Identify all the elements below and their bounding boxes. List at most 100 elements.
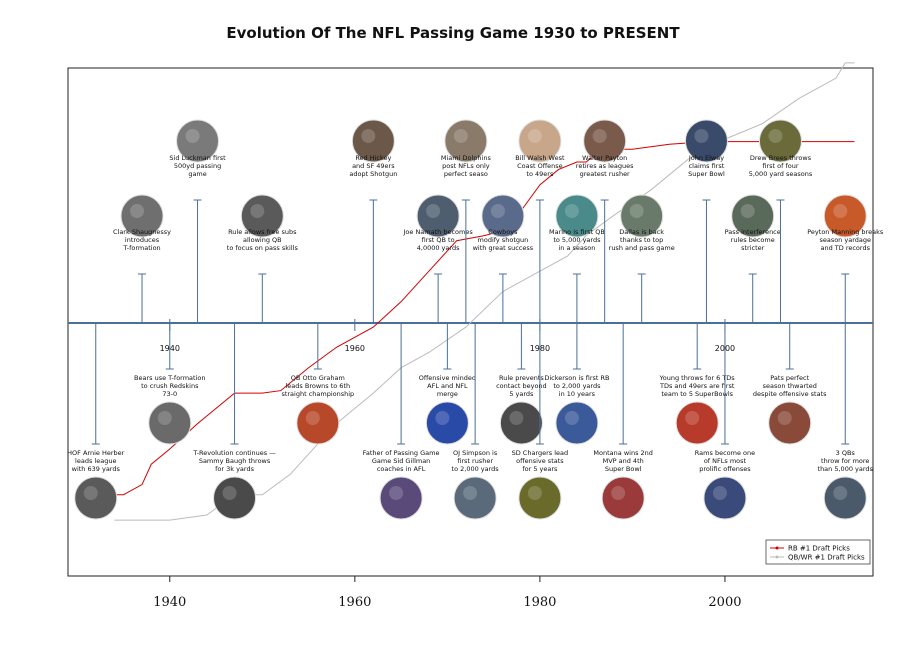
event-photo [583,119,627,163]
event-label: 5 yards [509,390,534,398]
event-label: Rule prevents [499,374,544,382]
event-photo [351,119,395,163]
event-label: SD Chargers lead [512,449,569,457]
event-label: Father of Passing Game [363,449,440,457]
legend-marker [775,555,779,559]
event-label: perfect seaso [444,170,488,178]
event-label: Joe Namath becomes [402,228,473,236]
event-label: Pats perfect [770,374,809,382]
event-label: for 5 years [522,465,558,473]
event-photo-highlight [629,204,644,218]
event-label: Bill Walsh West [515,154,565,162]
event-label: Pass interference [725,228,781,236]
event-label: adopt Shotgun [349,170,397,178]
event-label: offensive stats [516,457,564,465]
event-label: AFL and NFL [427,382,468,390]
legend-label: RB #1 Draft Picks [788,545,850,553]
event-label: to 5,000 yards [553,236,601,244]
event-label: season thwarted [763,382,817,390]
event-photo-highlight [564,204,579,218]
event-photo-highlight [768,129,783,143]
event-label: with 639 yards [72,465,121,473]
event-photo [213,476,257,520]
event-label: contact beyond [496,382,547,390]
event-photo-highlight [777,411,792,425]
event-label: Drew Brees throws [750,154,812,162]
legend-label: QB/WR #1 Draft Picks [788,554,865,562]
event-photo [481,194,525,238]
event-photo-highlight [222,486,237,500]
event-label: despite offensive stats [753,390,827,398]
event-photo-highlight [611,486,626,500]
event-photo-highlight [305,411,320,425]
event-label: Red Hickey [355,154,391,162]
event-label: with great success [473,244,534,252]
event-label: game [188,170,206,178]
event-photo [823,476,867,520]
event-label: T-formation [122,244,160,252]
event-label: for 3k yards [215,465,254,473]
event-photo-highlight [435,411,450,425]
event-photo-highlight [389,486,404,500]
event-label: John Elway [688,154,724,162]
event-photo [703,476,747,520]
event-label: and TD records [820,244,870,252]
event-label: Sammy Baugh throws [199,457,271,465]
event-label: Marino is first QB [549,228,605,236]
event-label: team to 5 SuperBowls [661,390,733,398]
event-label: post NFLs only [442,162,490,170]
event-photo-highlight [712,486,727,500]
event-photo-highlight [426,204,441,218]
event-label: Dickerson is first RB [544,374,609,382]
event-label: claims first [689,162,725,170]
event-label: to 2,000 yards [452,465,500,473]
event-label: OJ Simpson is [453,449,498,457]
timeline-tick-label: 1960 [345,344,365,353]
event-label: Walter Payton [582,154,627,162]
event-label: to 2,000 yards [553,382,601,390]
event-photo [758,119,802,163]
event-label: to crush Redskins [141,382,199,390]
legend-box [765,539,871,565]
event-photo [240,194,284,238]
event-label: than 5,000 yards [818,465,874,473]
event-label: thanks to top [620,236,663,244]
event-label: Rams become one [695,449,755,457]
event-photo-highlight [592,129,607,143]
event-label: Coast Offense [517,162,563,170]
event-label: in 10 years [559,390,596,398]
event-photo [453,476,497,520]
event-label: introduces [125,236,160,244]
event-label: Rule allows free subs [228,228,297,236]
x-axis-tick-label: 1940 [153,595,186,610]
event-photo [416,194,460,238]
event-label: rush and pass game [609,244,675,252]
event-label: throw for more [821,457,869,465]
event-photo [731,194,775,238]
event-label: first rusher [457,457,493,465]
event-label: Super Bowl [605,465,642,473]
event-label: TDs and 49ers are first [659,382,735,390]
event-photo [425,401,469,445]
event-photo [684,119,728,163]
event-label: leads Browns to 6th [286,382,351,390]
event-photo [768,401,812,445]
event-photo-highlight [463,486,478,500]
event-label: HOF Arnie Herber [67,449,124,457]
event-label: in a season [558,244,595,252]
event-photo-highlight [564,411,579,425]
event-label: Offensive minded [419,374,476,382]
event-label: 3 QBs [836,449,856,457]
event-photo-highlight [740,204,755,218]
event-label: Sid Luckman first [169,154,226,162]
event-photo [120,194,164,238]
event-photo-highlight [130,204,145,218]
event-photo [555,194,599,238]
event-label: first QB to [422,236,455,244]
event-photo [176,119,220,163]
event-photo [296,401,340,445]
event-photo [499,401,543,445]
event-label: straight championship [281,390,354,398]
event-photo [444,119,488,163]
event-label: coaches in AFL [377,465,426,473]
